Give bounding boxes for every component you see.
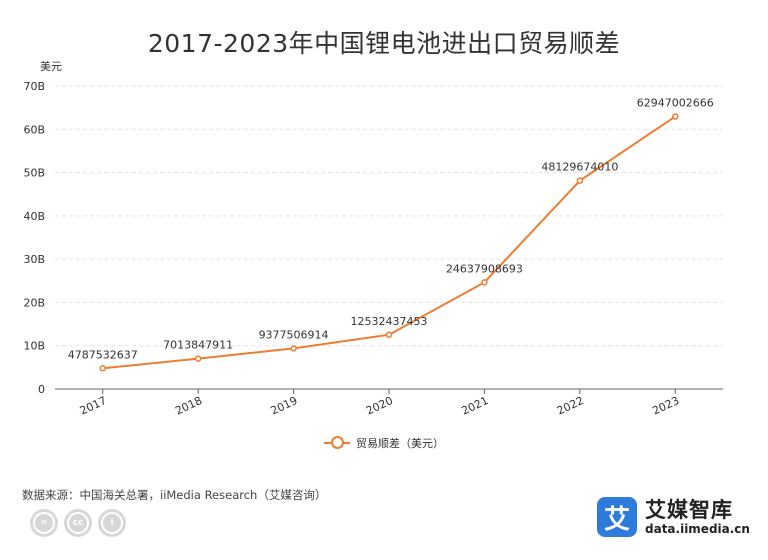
data-point: [672, 113, 679, 120]
data-label: 24637908693: [446, 262, 523, 275]
y-tick-label: 70B: [23, 80, 45, 93]
x-tick-label: 2019: [269, 394, 300, 418]
chart-title: 2017-2023年中国锂电池进出口贸易顺差: [147, 29, 621, 58]
data-label: 7013847911: [163, 339, 233, 352]
brand-block: 艾 艾媒智库 data.iimedia.cn: [597, 497, 750, 537]
legend-label: 贸易顺差（美元）: [356, 437, 444, 450]
y-tick-label: 60B: [23, 123, 45, 136]
y-tick-label: 0: [38, 383, 45, 396]
x-tick-label: 2018: [173, 394, 204, 418]
x-tick-label: 2023: [650, 394, 681, 418]
y-tick-label: 30B: [23, 253, 45, 266]
brand-logo-icon: 艾: [597, 497, 637, 537]
data-label: 9377506914: [259, 328, 329, 341]
creative-commons-icon: cc: [64, 509, 92, 537]
data-point: [576, 177, 584, 184]
data-point: [481, 279, 488, 286]
license-icons: = cc i: [30, 509, 126, 537]
y-tick-label: 50B: [23, 167, 45, 180]
data-label: 4787532637: [68, 348, 138, 361]
y-axis-unit-label: 美元: [40, 60, 62, 73]
y-tick-label: 40B: [23, 210, 45, 223]
brand-name: 艾媒智库: [645, 498, 733, 522]
data-point: [290, 345, 297, 352]
legend-swatch-icon: [324, 436, 350, 449]
data-point: [99, 365, 106, 372]
line-chart: 0 10B 20B 30B 40B 50B 60B 70B 2017 2018 2019 2020 20…: [23, 80, 723, 418]
data-point: [194, 355, 202, 362]
y-tick-label: 10B: [23, 340, 45, 353]
x-tick-label: 2022: [555, 394, 586, 418]
equals-icon: =: [30, 509, 58, 537]
x-tick-label: 2021: [460, 394, 491, 418]
y-tick-label: 20B: [23, 296, 45, 309]
brand-url: data.iimedia.cn: [645, 522, 750, 536]
chart-legend: 贸易顺差（美元）: [0, 435, 768, 452]
legend-item-trade-surplus[interactable]: 贸易顺差（美元）: [324, 435, 444, 451]
data-label: 62947002666: [637, 97, 714, 110]
series-line: [102, 115, 676, 370]
person-icon: i: [98, 509, 126, 537]
data-source-note: 数据来源：中国海关总署，iiMedia Research（艾媒咨询）: [22, 488, 327, 502]
x-tick-label: 2020: [364, 394, 395, 418]
data-label: 12532437453: [351, 315, 428, 328]
data-label: 48129674010: [541, 161, 618, 174]
data-point: [385, 331, 393, 339]
x-tick-label: 2017: [78, 394, 109, 418]
